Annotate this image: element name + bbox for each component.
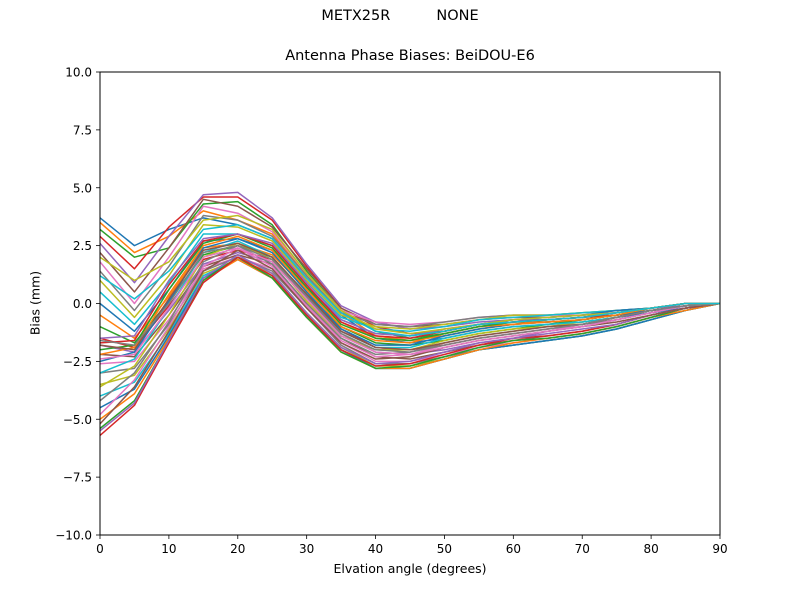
y-tick-label: −10.0 <box>55 529 92 543</box>
y-tick-label: −2.5 <box>63 355 92 369</box>
x-tick-label: 0 <box>96 542 104 556</box>
x-tick-label: 70 <box>575 542 590 556</box>
chart-title: Antenna Phase Biases: BeiDOU-E6 <box>285 48 535 64</box>
y-tick-label: 7.5 <box>73 123 92 137</box>
y-tick-label: 5.0 <box>73 181 92 195</box>
x-tick-label: 80 <box>643 542 658 556</box>
series-line-37 <box>100 247 720 360</box>
x-tick-label: 50 <box>437 542 452 556</box>
x-tick-label: 10 <box>161 542 176 556</box>
x-tick-label: 40 <box>368 542 383 556</box>
x-axis-label: Elvation angle (degrees) <box>333 561 487 576</box>
y-axis-label: Bias (mm) <box>27 270 43 336</box>
series-layer <box>100 191 720 437</box>
series-line-32 <box>100 235 720 356</box>
y-tick-label: −5.0 <box>63 413 92 427</box>
y-tick-label: 10.0 <box>65 66 92 80</box>
x-tick-label: 60 <box>506 542 521 556</box>
x-tick-label: 30 <box>299 542 314 556</box>
y-tick-label: −7.5 <box>63 471 92 485</box>
figure-suptitle: METX25R NONE <box>321 8 479 24</box>
y-tick-label: 2.5 <box>73 239 92 253</box>
y-axis-ticks: −10.0 −7.5 −5.0 −2.5 0.0 2.5 5.0 7.5 10.0 <box>55 66 100 543</box>
series-line-25 <box>100 254 720 432</box>
y-tick-label: 0.0 <box>73 297 92 311</box>
series-line-40 <box>100 224 720 337</box>
series-line-38 <box>100 244 720 353</box>
x-tick-label: 20 <box>230 542 245 556</box>
x-axis-ticks: 0 10 20 30 40 50 60 70 80 90 <box>96 535 728 556</box>
x-tick-label: 90 <box>712 542 727 556</box>
series-line-26 <box>100 249 720 425</box>
series-line-23 <box>100 256 720 430</box>
